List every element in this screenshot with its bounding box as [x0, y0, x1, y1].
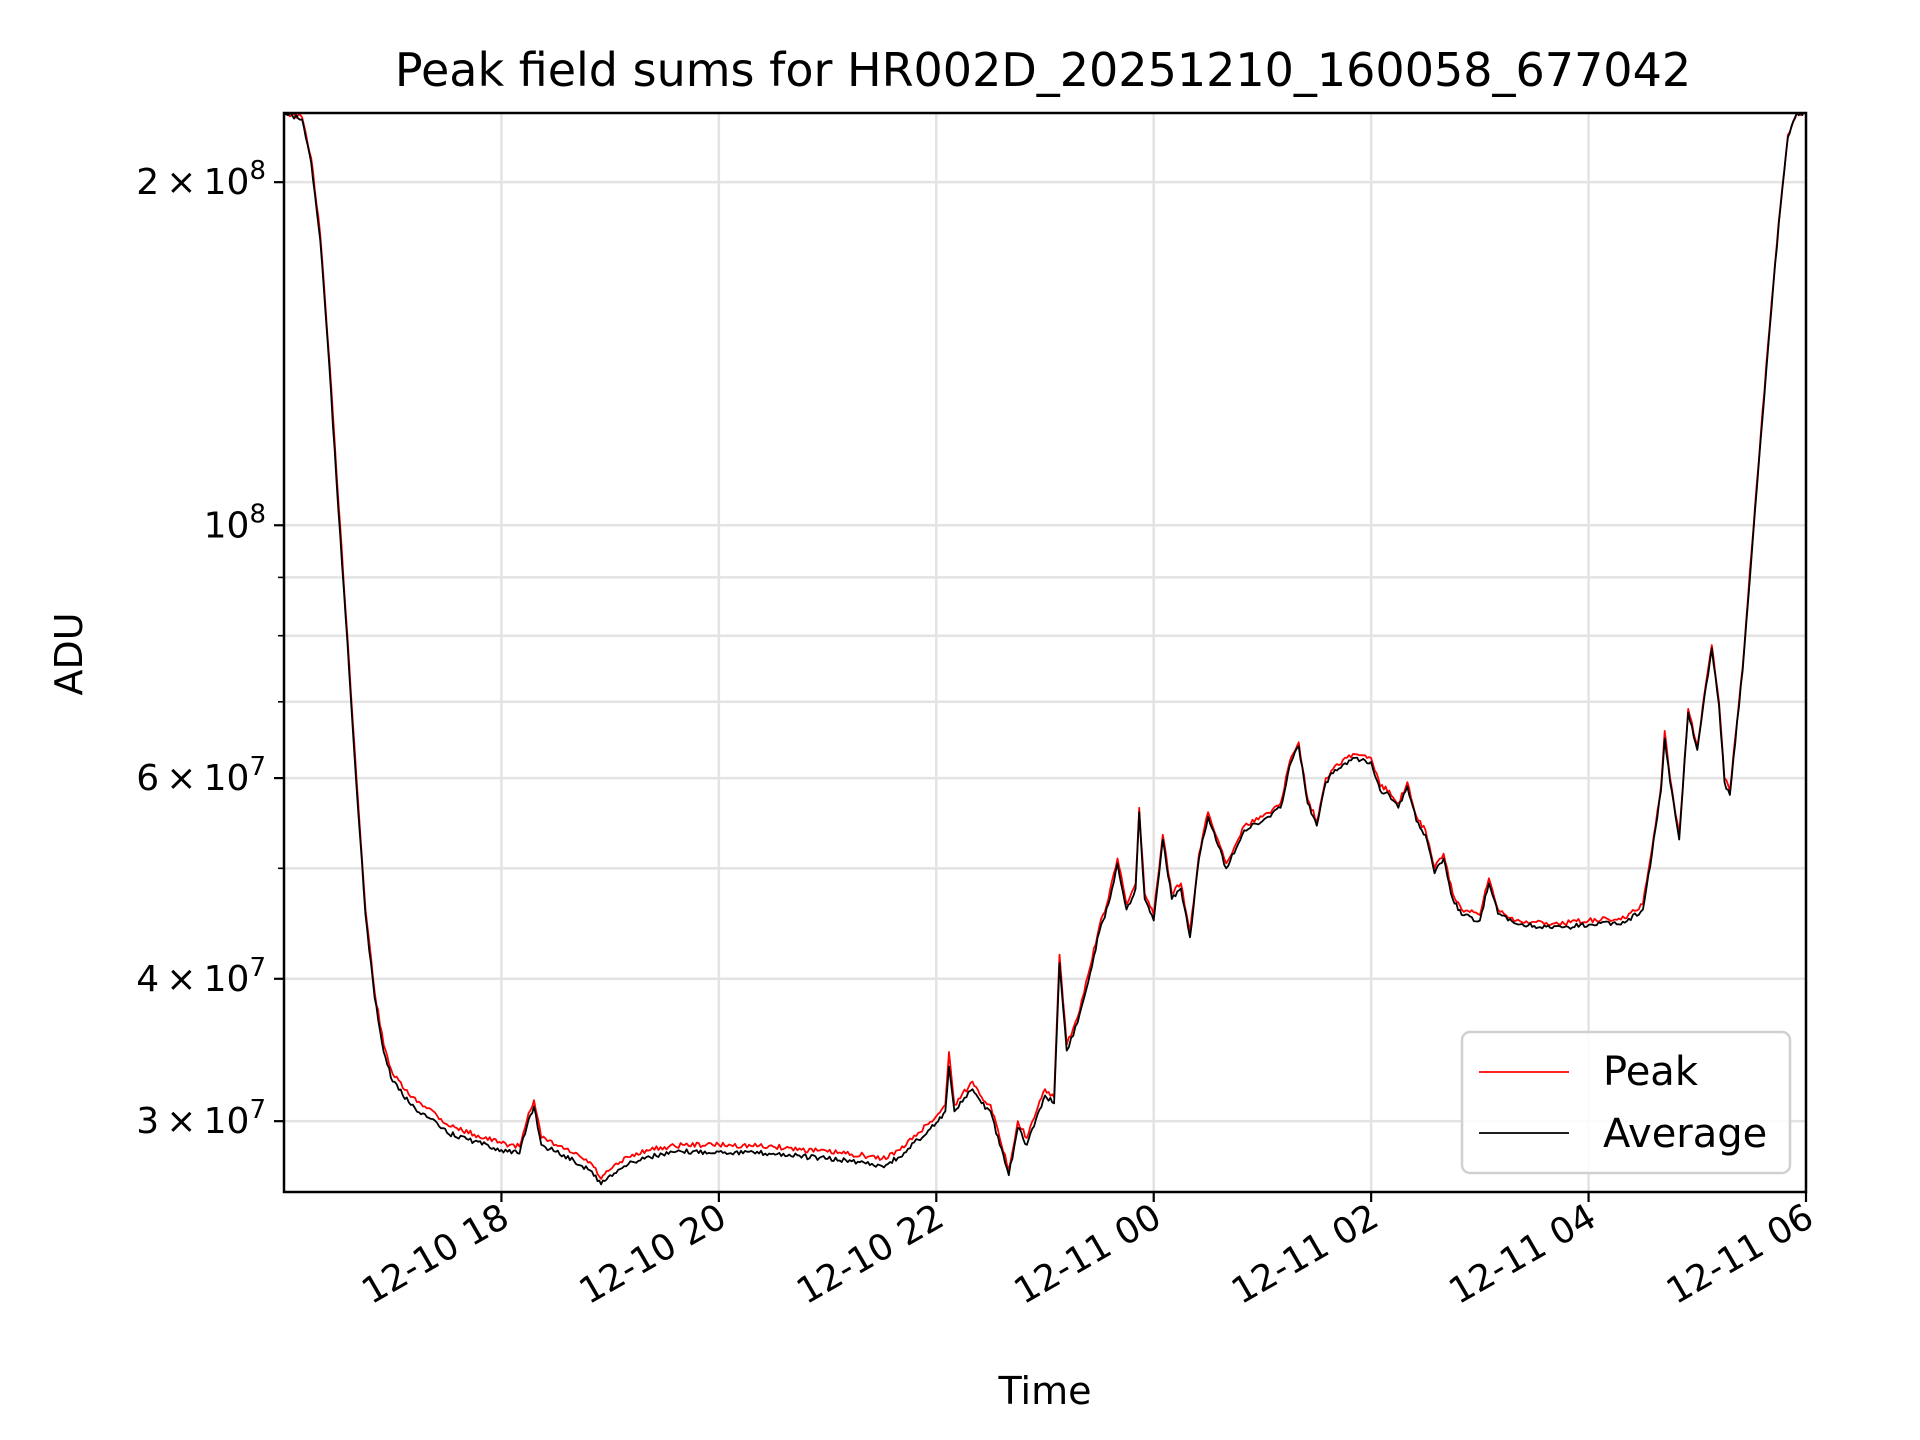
series-lines: [284, 113, 1806, 1186]
legend-box: [1460, 1030, 1792, 1175]
chart-title: Peak field sums for HR002D_20251210_1600…: [395, 43, 1691, 97]
y-axis-label: ADU: [47, 612, 91, 695]
y-tick-label: 4 × 107: [136, 953, 266, 1000]
legend: Peak Average: [1460, 1030, 1792, 1175]
legend-label-average: Average: [1603, 1111, 1767, 1157]
series-line-average: [284, 113, 1806, 1186]
legend-label-peak: Peak: [1603, 1049, 1699, 1095]
x-axis-label: Time: [998, 1369, 1092, 1413]
y-tick-label: 2 × 108: [136, 156, 266, 203]
y-tick-label: 3 × 107: [136, 1095, 266, 1142]
y-tick-label: 6 × 107: [136, 752, 266, 799]
y-axis-ticks: 2 × 108 108 6 × 107 4 × 107 3 × 107: [136, 156, 284, 1142]
y-tick-label: 108: [204, 499, 266, 546]
plot-frame: [282, 111, 1808, 1194]
